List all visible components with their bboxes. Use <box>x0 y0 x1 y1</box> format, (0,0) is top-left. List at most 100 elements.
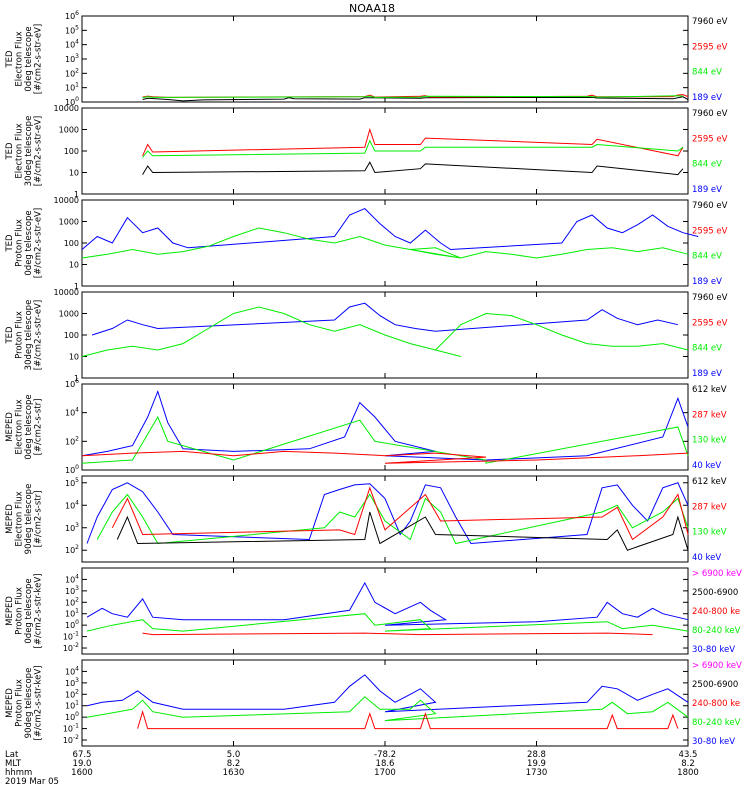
legend-entry: 2500-6900 <box>692 588 738 598</box>
y-axis-label-line: MEPED <box>5 596 15 626</box>
series-189-ev <box>81 208 699 251</box>
legend-entry: 189 eV <box>692 185 722 195</box>
legend-entry: 612 keV <box>692 477 727 487</box>
x-axis-row-label: hhmm <box>5 768 32 778</box>
y-axis-label-line: [#/cm2-s-str-keV] <box>34 666 44 741</box>
legend-entry: 189 eV <box>692 277 722 287</box>
x-tick-label: 67.5 <box>73 750 92 760</box>
y-tick-label: 100 <box>65 619 79 630</box>
y-tick-label: 100 <box>64 239 79 248</box>
x-axis-row-label: MLT <box>5 759 22 769</box>
y-tick-label: 100 <box>65 464 79 475</box>
y-axis-label-line: [#/cm2-s-str-eV] <box>34 116 44 186</box>
y-tick-label: 103 <box>65 585 79 596</box>
legend-entry: 189 eV <box>692 93 722 103</box>
legend-entry: 130 keV <box>692 436 727 446</box>
y-tick-label: 10000 <box>54 196 79 205</box>
y-axis-label: TEDProton Flux30deg telescope[#/cm2-s-st… <box>5 300 44 371</box>
y-axis-label-line: [#/cm2-s-str] <box>34 491 44 548</box>
legend-entry: 7960 eV <box>692 17 728 27</box>
series-80-240-kev <box>86 696 689 722</box>
y-axis-label: TEDProton Flux0deg telescope[#/cm2-s-str… <box>5 208 44 278</box>
legend-entry: 2595 eV <box>692 226 728 236</box>
legend-entry: 240-800 ke <box>692 607 740 617</box>
y-tick-label: 100 <box>64 147 79 156</box>
x-tick-label: 18.6 <box>376 759 395 769</box>
y-axis-label-line: MEPED <box>5 688 15 718</box>
y-tick-label: 105 <box>65 477 79 488</box>
series-80-240-kev <box>86 613 689 632</box>
x-axis-row-label: Lat <box>5 750 19 760</box>
y-tick-label: 101 <box>65 700 79 711</box>
y-axis-label-line: Electron Flux <box>15 491 25 546</box>
x-tick-label: 19.9 <box>527 759 546 769</box>
y-tick-label: 100 <box>65 711 79 722</box>
y-tick-label: 106 <box>65 10 79 21</box>
x-tick-label: 5.0 <box>227 750 241 760</box>
series-240-800-ke <box>137 709 679 730</box>
y-axis-label: TEDElectron Flux0deg telescope[#/cm2-s-s… <box>5 24 44 94</box>
panel-ted-p-0: 1 10 100 1000 10000 TEDProton Flux0deg telesc… <box>5 196 728 291</box>
series-844-ev <box>142 139 684 158</box>
y-axis-label-line: 90deg telescope <box>24 484 34 555</box>
y-axis-label: MEPEDProton Flux0deg telescope[#/cm2-s-s… <box>5 574 44 649</box>
y-tick-label: 103 <box>65 677 79 688</box>
series-844-ev <box>81 227 689 259</box>
y-axis-label-line: TED <box>5 142 15 161</box>
y-axis-label-line: Proton Flux <box>15 679 25 727</box>
y-tick-label: 10-1 <box>63 723 79 734</box>
y-tick-label: 104 <box>65 665 79 676</box>
plot-frame <box>81 15 689 103</box>
legend-entry: 40 keV <box>692 553 721 563</box>
y-tick-label: 100 <box>64 331 79 340</box>
y-tick-label: 1 <box>74 282 79 291</box>
legend-entry: 287 keV <box>692 410 727 420</box>
y-tick-label: 100 <box>65 96 79 107</box>
legend-entry: 844 eV <box>692 160 722 170</box>
x-tick-label: 1730 <box>526 768 548 778</box>
series-40-kev <box>86 482 689 545</box>
legend-entry: 7960 eV <box>692 201 728 211</box>
series-7960-ev <box>142 96 689 102</box>
legend-entry: 130 keV <box>692 528 727 538</box>
y-axis-label: MEPEDProton Flux90deg telescope[#/cm2-s-… <box>5 666 44 741</box>
panel-meped-e-90: 102 103 104 105 MEPEDElectron Flux90deg tele… <box>5 475 727 563</box>
y-axis-label-line: Proton Flux <box>15 587 25 635</box>
y-tick-label: 102 <box>65 435 79 446</box>
plot-frame <box>81 475 689 563</box>
y-axis-label-line: 90deg telescope <box>24 668 34 739</box>
legend-entry: 612 keV <box>692 385 727 395</box>
legend-entry: 189 eV <box>692 369 722 379</box>
panel-ted-e-0: 100 101 102 103 104 105 106 TEDElectron Flux0de… <box>5 10 728 107</box>
legend-entry: 844 eV <box>692 68 722 78</box>
y-axis-label: MEPEDElectron Flux90deg telescope[#/cm2-… <box>5 484 44 555</box>
x-tick-label: 19.0 <box>73 759 92 769</box>
y-axis-label-line: Electron Flux <box>15 399 25 454</box>
y-axis-label-line: 0deg telescope <box>24 578 34 643</box>
series-7960-ev <box>142 161 684 176</box>
series-844-ev <box>142 95 684 99</box>
y-tick-label: 1000 <box>59 310 79 319</box>
y-tick-label: 10000 <box>54 104 79 113</box>
y-tick-label: 101 <box>65 82 79 93</box>
y-tick-label: 104 <box>65 499 79 510</box>
legend-entry: 2595 eV <box>692 134 728 144</box>
y-axis-label-line: 30deg telescope <box>24 300 34 371</box>
x-tick-label: 1630 <box>223 768 245 778</box>
y-axis-label: TEDElectron Flux30deg telescope[#/cm2-s-… <box>5 116 44 187</box>
y-axis-label-line: 30deg telescope <box>24 116 34 187</box>
y-tick-label: 1000 <box>59 126 79 135</box>
y-tick-label: 101 <box>65 608 79 619</box>
legend-entry: > 6900 keV <box>692 569 742 579</box>
series-2595-ev <box>142 127 684 157</box>
legend-entry: 80-240 keV <box>692 626 741 636</box>
x-tick-label: 1700 <box>374 768 396 778</box>
series-612-kev <box>116 511 689 551</box>
y-axis-label-line: Proton Flux <box>15 219 25 267</box>
y-tick-label: 104 <box>65 573 79 584</box>
y-tick-label: 10-1 <box>63 631 79 642</box>
legend-entry: 80-240 keV <box>692 718 741 728</box>
y-axis-label-line: [#/cm2-s-str-eV] <box>34 300 44 370</box>
x-tick-label: 1800 <box>677 768 699 778</box>
